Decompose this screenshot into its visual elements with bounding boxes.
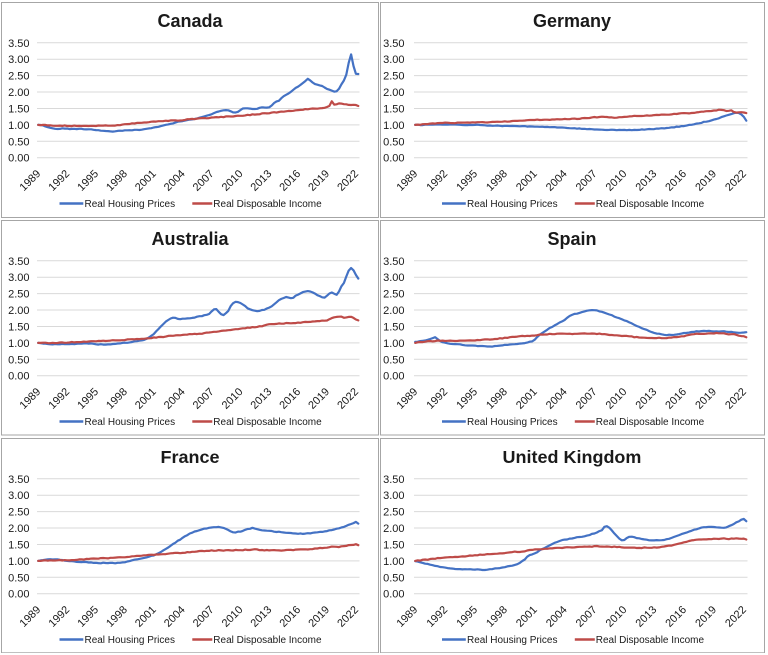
svg-text:1.50: 1.50 <box>8 322 29 334</box>
svg-text:1.00: 1.00 <box>8 120 29 132</box>
svg-text:Real Housing Prices: Real Housing Prices <box>467 635 557 646</box>
svg-text:3.50: 3.50 <box>8 473 29 485</box>
svg-text:Real Housing Prices: Real Housing Prices <box>85 199 176 210</box>
svg-text:2.00: 2.00 <box>383 87 404 99</box>
svg-text:2.50: 2.50 <box>8 71 29 83</box>
svg-text:0.50: 0.50 <box>8 354 29 366</box>
svg-text:1.00: 1.00 <box>8 338 29 350</box>
svg-text:3.00: 3.00 <box>383 490 404 502</box>
svg-text:Real Housing Prices: Real Housing Prices <box>85 635 175 646</box>
svg-text:Real Disposable Income: Real Disposable Income <box>596 417 705 428</box>
svg-text:2.50: 2.50 <box>383 289 404 301</box>
svg-text:Real Disposable Income: Real Disposable Income <box>213 199 322 210</box>
svg-text:2.50: 2.50 <box>8 289 29 301</box>
svg-text:1.00: 1.00 <box>383 338 404 350</box>
svg-text:2.00: 2.00 <box>8 305 29 317</box>
svg-text:Real Housing Prices: Real Housing Prices <box>467 199 558 210</box>
svg-text:0.50: 0.50 <box>8 136 29 148</box>
svg-text:0.00: 0.00 <box>8 371 29 383</box>
svg-text:1.50: 1.50 <box>383 322 404 334</box>
svg-text:3.50: 3.50 <box>383 38 404 50</box>
svg-text:Real Disposable Income: Real Disposable Income <box>213 635 322 646</box>
svg-text:3.00: 3.00 <box>383 272 404 284</box>
svg-text:1.50: 1.50 <box>8 104 29 116</box>
svg-text:0.00: 0.00 <box>383 153 404 165</box>
svg-text:2.00: 2.00 <box>383 305 404 317</box>
svg-text:2.00: 2.00 <box>8 87 29 99</box>
svg-text:1.00: 1.00 <box>383 120 404 132</box>
svg-text:Real Housing Prices: Real Housing Prices <box>85 417 176 428</box>
svg-text:0.00: 0.00 <box>383 588 404 600</box>
svg-text:Real Disposable Income: Real Disposable Income <box>596 635 705 646</box>
svg-text:0.00: 0.00 <box>8 153 29 165</box>
svg-text:1.50: 1.50 <box>383 104 404 116</box>
svg-text:1.00: 1.00 <box>383 555 404 567</box>
svg-text:3.50: 3.50 <box>383 256 404 268</box>
svg-text:2.50: 2.50 <box>383 506 404 518</box>
svg-text:2.50: 2.50 <box>383 71 404 83</box>
svg-text:0.50: 0.50 <box>383 136 404 148</box>
svg-text:0.00: 0.00 <box>8 588 29 600</box>
svg-text:2.00: 2.00 <box>8 522 29 534</box>
svg-text:1.50: 1.50 <box>8 539 29 551</box>
svg-text:France: France <box>161 446 220 466</box>
svg-text:3.50: 3.50 <box>383 473 404 485</box>
svg-text:0.00: 0.00 <box>383 371 404 383</box>
svg-text:2.00: 2.00 <box>383 522 404 534</box>
svg-text:Australia: Australia <box>151 229 229 249</box>
svg-text:Real Housing Prices: Real Housing Prices <box>467 417 558 428</box>
svg-text:1.00: 1.00 <box>8 555 29 567</box>
svg-text:0.50: 0.50 <box>383 572 404 584</box>
svg-text:Spain: Spain <box>547 229 596 249</box>
svg-text:3.50: 3.50 <box>8 256 29 268</box>
svg-text:Canada: Canada <box>157 11 223 31</box>
svg-text:Germany: Germany <box>533 11 611 31</box>
svg-text:3.00: 3.00 <box>383 54 404 66</box>
svg-text:3.00: 3.00 <box>8 54 29 66</box>
svg-text:2.50: 2.50 <box>8 506 29 518</box>
svg-text:3.00: 3.00 <box>8 490 29 502</box>
svg-text:3.00: 3.00 <box>8 272 29 284</box>
svg-text:United Kingdom: United Kingdom <box>503 446 642 466</box>
svg-text:Real Disposable Income: Real Disposable Income <box>213 417 322 428</box>
svg-text:0.50: 0.50 <box>8 572 29 584</box>
svg-text:1.50: 1.50 <box>383 539 404 551</box>
svg-text:Real Disposable Income: Real Disposable Income <box>596 199 705 210</box>
svg-text:0.50: 0.50 <box>383 354 404 366</box>
svg-text:3.50: 3.50 <box>8 38 29 50</box>
